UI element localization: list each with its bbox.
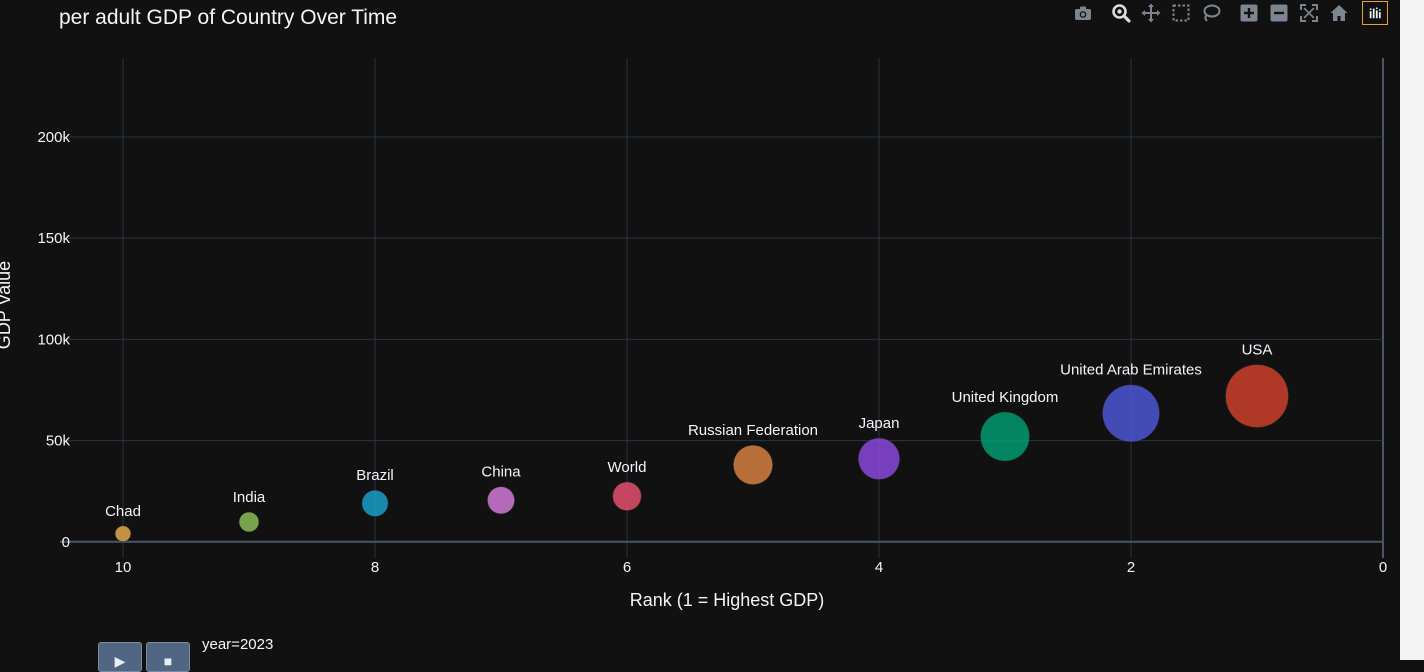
zoom-in-icon[interactable] (1234, 1, 1264, 25)
point-label-india: India (233, 489, 266, 506)
point-label-united-kingdom: United Kingdom (952, 389, 1059, 406)
point-label-united-arab-emirates: United Arab Emirates (1060, 362, 1202, 379)
animation-controls: ▶ ■ (98, 642, 190, 672)
zoom-icon[interactable] (1106, 1, 1136, 25)
bubble-united-kingdom[interactable] (980, 411, 1030, 462)
y-tick-label: 200k (37, 129, 70, 146)
pause-button[interactable]: ■ (146, 642, 190, 672)
lasso-icon[interactable] (1196, 1, 1226, 25)
y-axis-title: GDP Value (0, 261, 14, 349)
x-tick-label: 8 (371, 559, 379, 576)
bubble-china[interactable] (487, 486, 515, 515)
x-tick-label: 0 (1379, 559, 1387, 576)
year-slider-label: year=2023 (202, 636, 274, 653)
chart-title: per adult GDP of Country Over Time (59, 6, 398, 29)
point-label-world: World (608, 459, 647, 476)
x-tick-label: 2 (1127, 559, 1135, 576)
camera-icon[interactable] (1068, 1, 1098, 25)
bubble-russian-federation[interactable] (733, 444, 773, 485)
play-icon: ▶ (114, 653, 126, 669)
y-tick-label: 100k (37, 331, 70, 348)
label-layer: Chad India Brazil China World Russian Federat… (105, 342, 1272, 520)
bubble-united-arab-emirates[interactable] (1102, 384, 1160, 443)
x-tick-label: 10 (115, 559, 132, 576)
x-axis-title: Rank (1 = Highest GDP) (630, 590, 825, 610)
y-tick-label: 0 (62, 534, 70, 551)
x-tick-label: 6 (623, 559, 631, 576)
bubble-usa[interactable] (1225, 364, 1289, 428)
y-tick-label: 50k (46, 433, 71, 450)
play-button[interactable]: ▶ (98, 642, 142, 672)
x-tick-label: 4 (875, 559, 883, 576)
grid-layer (60, 58, 1384, 558)
box-select-icon[interactable] (1166, 1, 1196, 25)
bubble-brazil[interactable] (361, 489, 389, 517)
point-layer (114, 364, 1289, 542)
plotly-logo-icon[interactable] (1362, 1, 1388, 25)
pause-icon: ■ (163, 653, 173, 669)
zoom-out-icon[interactable] (1264, 1, 1294, 25)
home-icon[interactable] (1324, 1, 1354, 25)
modebar (1068, 0, 1388, 26)
point-label-china: China (481, 464, 521, 481)
point-label-japan: Japan (859, 415, 900, 432)
page-scroll-strip (1400, 0, 1424, 660)
bubble-japan[interactable] (858, 437, 900, 480)
point-label-russian-federation: Russian Federation (688, 422, 818, 439)
pan-icon[interactable] (1136, 1, 1166, 25)
point-label-chad: Chad (105, 503, 141, 520)
bubble-india[interactable] (238, 511, 260, 533)
point-label-usa: USA (1242, 342, 1273, 359)
tick-layer: 10 8 6 4 2 0 0 50k 100k 150k 200k (37, 129, 1387, 576)
y-tick-label: 150k (37, 230, 70, 247)
bubble-world[interactable] (612, 481, 642, 511)
point-label-brazil: Brazil (356, 467, 394, 484)
autoscale-icon[interactable] (1294, 1, 1324, 25)
bubble-chad[interactable] (114, 525, 132, 542)
